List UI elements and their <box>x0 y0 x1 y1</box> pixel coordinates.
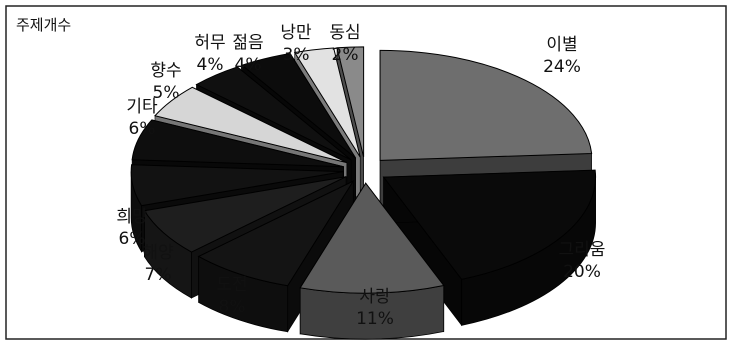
slice-value-label: 7% <box>145 265 172 285</box>
slice-category-label: 낭만 <box>280 23 312 43</box>
pie-slice-top-1 <box>379 49 593 161</box>
slice-value-label: 20% <box>563 262 601 282</box>
slice-label-10: 젊음4% <box>232 33 263 75</box>
pie-slice-top-10 <box>241 52 357 159</box>
slice-label-9: 허무4% <box>194 33 225 75</box>
slice-label-6: 희망6% <box>116 207 148 249</box>
slice-category-label: 해양 <box>142 243 173 263</box>
pie-slice-top-5 <box>143 176 347 253</box>
pie-slices <box>130 46 597 340</box>
slice-label-5: 해양7% <box>142 243 173 285</box>
slice-value-label: 4% <box>197 55 224 75</box>
slice-value-label: 3% <box>283 45 310 65</box>
slice-category-label: 이별 <box>546 35 577 55</box>
pie-slice-top-3 <box>299 182 445 294</box>
slice-value-label: 5% <box>153 83 180 103</box>
slice-label-12: 동심2% <box>329 23 360 65</box>
slice-value-label: 24% <box>543 57 581 77</box>
slice-category-label: 향수 <box>150 61 181 81</box>
pie-slice-top-4 <box>197 179 355 287</box>
slice-category-label: 기타 <box>126 97 158 117</box>
slice-label-4: 도전8% <box>216 275 247 317</box>
pie-slice-top-12 <box>336 46 365 157</box>
slice-value-label: 2% <box>332 45 359 65</box>
slice-value-label: 6% <box>129 119 156 139</box>
pie-slice-top-11 <box>293 47 361 158</box>
slice-value-label: 6% <box>119 229 146 249</box>
pie-slice-top-6 <box>130 164 344 207</box>
slice-value-label: 8% <box>219 297 246 317</box>
slice-value-label: 4% <box>235 55 262 75</box>
pie-slice-3 <box>299 182 445 340</box>
slice-label-8: 향수5% <box>150 61 181 103</box>
slice-label-7: 기타6% <box>126 97 158 139</box>
slice-value-label: 11% <box>356 309 394 329</box>
pie-slice-top-9 <box>195 66 352 161</box>
pie-slice-top-8 <box>154 86 348 164</box>
slice-category-label: 젊음 <box>232 33 263 53</box>
slice-category-label: 희망 <box>116 207 148 227</box>
pie-slice-top-7 <box>131 119 344 168</box>
pie-slice-top-2 <box>382 169 597 280</box>
slice-category-label: 허무 <box>194 33 225 53</box>
slice-category-label: 도전 <box>216 275 247 295</box>
slice-category-label: 그리움 <box>559 240 606 260</box>
chart-title: 주제개수 <box>16 16 71 34</box>
slice-category-label: 사랑 <box>359 287 391 307</box>
slice-category-label: 동심 <box>329 23 360 43</box>
pie-slice-4 <box>197 179 355 333</box>
slice-label-11: 낭만3% <box>280 23 312 65</box>
pie-labels: 이별24%그리움20%사랑11%도전8%해양7%희망6%기타6%향수5%허무4%… <box>116 23 605 329</box>
